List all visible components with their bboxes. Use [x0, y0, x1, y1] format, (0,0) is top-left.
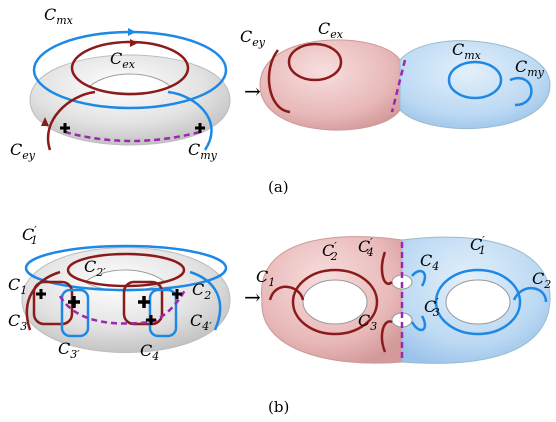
cut-line-right: [390, 59, 407, 113]
label-b-right-c1p: C′ 1: [470, 234, 486, 257]
label-b-left-c2: C2: [192, 280, 211, 302]
label-a-left-cex: Cex: [110, 49, 136, 71]
curve-b-right-c3p: [410, 315, 427, 332]
label-b-left-c4p: C4′: [190, 311, 212, 333]
label-a-right-cex: Cex: [318, 19, 344, 41]
curve-right-cmy: [509, 77, 533, 107]
label-b-left-c1p: C′ 1: [22, 224, 38, 247]
panel-a-left-torus: [29, 28, 231, 151]
label-b-right-c2: C2: [532, 269, 551, 291]
panel-b-left-torus: [21, 244, 231, 353]
cut-line: [64, 130, 201, 143]
panel-b-right-surface: [261, 236, 551, 364]
label-b-left-c3p: C3′: [58, 339, 80, 361]
label-a-right-cmy: Cmy: [515, 57, 545, 79]
curve-b-right-c1: [268, 285, 305, 301]
curve-b-c1p: [24, 244, 228, 292]
label-b-left-c4: C4: [140, 341, 159, 363]
label-b-left-c3: C3: [8, 311, 27, 333]
handle-loop-left-blue: [60, 288, 90, 338]
cross-marker: [60, 123, 70, 133]
label-b-right-c4p: C′ 4: [358, 236, 374, 259]
cross-marker: [36, 289, 46, 299]
panel-a-right-surface: [259, 39, 551, 131]
cross-marker: [195, 123, 205, 133]
torus-body: [29, 54, 231, 146]
cross-marker: [172, 289, 182, 299]
label-a-right-cmx: Cmx: [452, 40, 482, 62]
label-b-right-c3p: C′ 3: [424, 296, 440, 319]
curve-b-right-c2p: [291, 268, 379, 336]
label-b-right-c1: C1: [256, 267, 275, 289]
handle-loop-right-red: [122, 280, 164, 326]
label-b-right-c4: C4: [420, 251, 439, 273]
curve-b-right-c4: [411, 269, 427, 287]
curve-right-cex: [287, 42, 343, 82]
lobe-left-pink: [259, 39, 401, 131]
map-arrow-b: →: [244, 285, 261, 309]
arrow-cex: [130, 39, 138, 47]
curve-right-cmx: [447, 60, 503, 100]
curve-b-c2: [189, 270, 222, 331]
hole-right: [445, 279, 511, 325]
curve-b-c1: [25, 270, 61, 331]
label-b-right-c2p: C′ 2: [322, 240, 338, 263]
curve-b-right-c1p: [434, 268, 522, 336]
curve-cmy: [167, 90, 213, 151]
curve-b-right-c3: [380, 320, 393, 353]
curve-right-cey: [267, 49, 291, 114]
label-a-right-cey: Cey: [240, 27, 266, 49]
cross-marker: [68, 296, 80, 308]
label-a-left-cmx: Cmx: [44, 5, 74, 27]
torus-body-b: [21, 247, 231, 353]
label-b-left-c2p: C2′: [84, 257, 106, 279]
handle-loop-right-blue: [148, 288, 178, 338]
arrow-cey: [41, 117, 49, 126]
label-b-left-c1: C1: [8, 275, 27, 297]
curve-b-right-c4p: [380, 251, 393, 285]
curve-b-right-c2: [512, 287, 548, 303]
label-a-left-cmy: Cmy: [188, 140, 218, 162]
curve-cey: [46, 90, 96, 151]
lobe-right-blue: [399, 40, 551, 130]
caption-a: (a): [268, 178, 289, 196]
cut-line-b: [58, 289, 187, 325]
arrow-cmx: [128, 28, 136, 36]
map-arrow-a: →: [244, 79, 261, 103]
cross-marker: [138, 296, 150, 308]
label-a-left-cey: Cey: [10, 140, 36, 162]
caption-b: (b): [268, 398, 289, 416]
cross-marker: [146, 315, 156, 325]
hole-left: [302, 279, 368, 325]
label-b-right-c3: C3: [358, 311, 377, 333]
